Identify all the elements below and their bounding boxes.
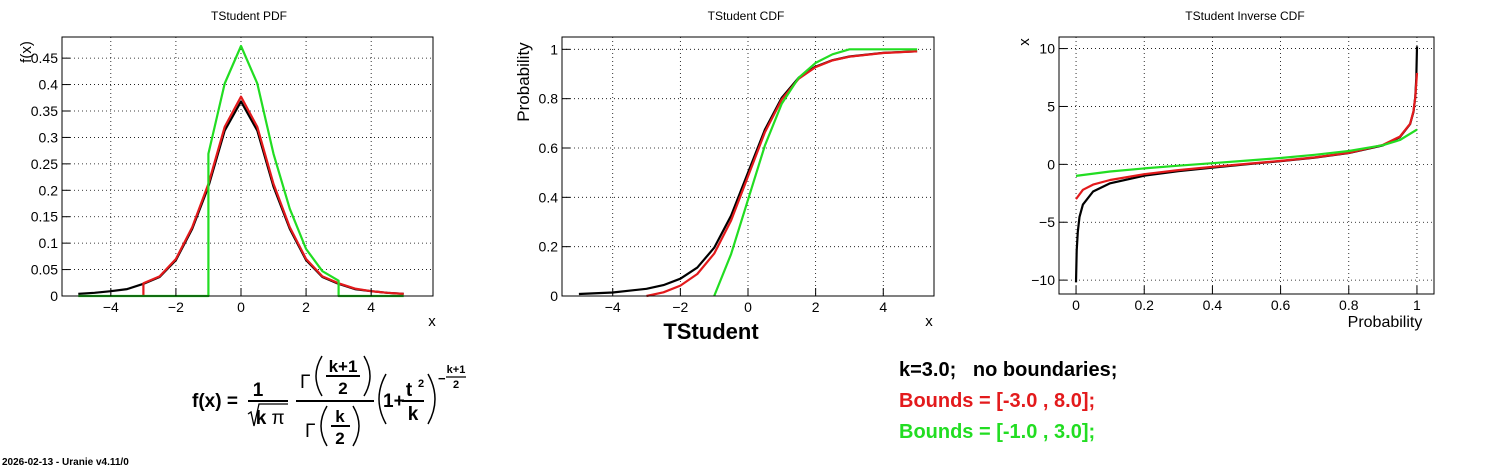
inverse-cdf-x-tick-label-1: 0.2 — [1134, 297, 1154, 313]
pdf-x-tick-label-3: 2 — [302, 299, 310, 315]
cdf-y-tick-label-1: 0.2 — [539, 239, 559, 255]
formula-two-top: 2 — [338, 379, 347, 398]
inverse-cdf-x-axis-label: Probability — [1348, 314, 1423, 331]
inverse-cdf-y-tick-label-2: 0 — [1047, 156, 1055, 172]
cdf-y-tick-label-3: 0.6 — [539, 140, 559, 156]
formula-kplus1: k+1 — [329, 357, 358, 376]
pdf-y-tick-label-4: 0.2 — [39, 182, 59, 198]
cdf-panel: TStudent CDF x Probability TStudent −4 −2… — [514, 9, 935, 344]
cdf-y-tick-label-4: 0.8 — [539, 91, 559, 107]
inverse-cdf-series-bounds-green — [1075, 128, 1418, 177]
pdf-x-tick-label-0: −4 — [103, 299, 119, 315]
cdf-bottom-title: TStudent — [663, 319, 759, 344]
formula-gamma-top: Γ — [300, 372, 310, 393]
formula-paren-left-main — [378, 373, 387, 425]
formula-pi: π — [271, 408, 284, 429]
cdf-x-tick-label-0: −4 — [605, 299, 621, 315]
pdf-y-tick-label-8: 0.4 — [39, 77, 59, 93]
pdf-y-tick-label-3: 0.15 — [31, 209, 58, 225]
inverse-cdf-y-tick-label-0: −10 — [1031, 272, 1055, 288]
formula-k-denom: k — [408, 404, 419, 425]
cdf-x-tick-label-1: −2 — [672, 299, 688, 315]
pdf-y-tick-label-1: 0.05 — [31, 262, 58, 278]
legend-no-boundaries: k=3.0; no boundaries; — [899, 359, 1118, 381]
cdf-series-bounds-green — [713, 48, 918, 297]
legend-bounds-green: Bounds = [-1.0 , 3.0]; — [899, 421, 1096, 443]
formula-exp-num: k+1 — [447, 364, 466, 376]
pdf-series-bounds-green — [78, 44, 404, 298]
formula-lhs: f(x) = — [192, 391, 238, 412]
inverse-cdf-y-tick-label-4: 10 — [1039, 41, 1055, 57]
legend-bounds-red: Bounds = [-3.0 , 8.0]; — [899, 390, 1096, 412]
pdf-y-tick-label-7: 0.35 — [31, 103, 58, 119]
formula-t-square: 2 — [418, 378, 424, 390]
pdf-formula: f(x) = 1 k π Γ k+1 2 Γ k 2 1+ t 2 k − k+… — [192, 355, 466, 448]
pdf-plot-frame — [61, 36, 434, 297]
footer-stamp: 2026-02-13 - Uranie v4.11/0 — [2, 457, 129, 468]
pdf-panel: TStudent PDF x f(x) −4 −2 0 2 4 0 0.05 0.1 0.15 0… — [18, 9, 436, 330]
pdf-y-axis-label: f(x) — [18, 41, 35, 63]
cdf-title: TStudent CDF — [708, 9, 785, 23]
inverse-cdf-y-axis-label: x — [1016, 38, 1033, 46]
formula-gamma-bottom: Γ — [305, 421, 315, 442]
formula-k-bottom: k — [335, 407, 345, 426]
formula-exp-den: 2 — [453, 379, 459, 391]
inverse-cdf-x-tick-label-2: 0.4 — [1203, 297, 1223, 313]
inverse-cdf-y-tick-label-1: −5 — [1039, 214, 1055, 230]
cdf-y-tick-label-2: 0.4 — [539, 189, 559, 205]
inverse-cdf-x-tick-label-5: 1 — [1413, 297, 1421, 313]
inverse-cdf-x-tick-label-0: 0 — [1072, 297, 1080, 313]
formula-two-bottom: 2 — [335, 429, 344, 448]
inverse-cdf-panel: TStudent Inverse CDF Probability x 0 0.2 0… — [1016, 9, 1435, 331]
inverse-cdf-title: TStudent Inverse CDF — [1185, 9, 1304, 23]
pdf-x-tick-label-2: 0 — [237, 299, 245, 315]
cdf-series-bounds-red — [646, 50, 918, 298]
cdf-x-tick-label-4: 4 — [879, 299, 887, 315]
formula-exp-minus: − — [438, 371, 446, 386]
cdf-y-tick-label-0: 0 — [550, 288, 558, 304]
inverse-cdf-y-tick-label-3: 5 — [1047, 98, 1055, 114]
formula-paren-left-bottom — [320, 405, 328, 447]
pdf-x-tick-label-1: −2 — [168, 299, 184, 315]
pdf-title: TStudent PDF — [211, 9, 287, 23]
inverse-cdf-plot-frame — [1058, 36, 1435, 295]
pdf-y-tick-label-9: 0.45 — [31, 50, 58, 66]
cdf-y-axis-label: Probability — [514, 42, 533, 122]
formula-k: k — [256, 408, 267, 429]
pdf-x-axis-label: x — [428, 313, 436, 330]
pdf-y-tick-label-2: 0.1 — [39, 235, 59, 251]
formula-paren-left-top — [315, 355, 323, 397]
formula-paren-right-main — [427, 373, 436, 425]
pdf-series-bounds-red — [142, 95, 404, 296]
cdf-x-axis-label: x — [925, 313, 933, 330]
pdf-x-tick-label-4: 4 — [367, 299, 375, 315]
formula-paren-right-bottom — [352, 405, 360, 447]
cdf-y-tick-label-5: 1 — [550, 41, 558, 57]
pdf-y-tick-label-6: 0.3 — [39, 129, 59, 145]
formula-sqrt-sign — [247, 403, 288, 427]
inverse-cdf-x-tick-label-3: 0.6 — [1271, 297, 1291, 313]
formula-paren-right-top — [363, 355, 371, 397]
cdf-x-tick-label-2: 0 — [744, 299, 752, 315]
inverse-cdf-x-tick-label-4: 0.8 — [1339, 297, 1359, 313]
pdf-y-tick-label-5: 0.25 — [31, 156, 58, 172]
cdf-x-tick-label-3: 2 — [812, 299, 820, 315]
formula-one: 1 — [253, 380, 264, 401]
formula-t: t — [406, 380, 413, 401]
formula-oneplus: 1+ — [383, 391, 405, 412]
pdf-y-tick-label-0: 0 — [50, 288, 58, 304]
inverse-cdf-series-bounds-red — [1075, 72, 1419, 200]
